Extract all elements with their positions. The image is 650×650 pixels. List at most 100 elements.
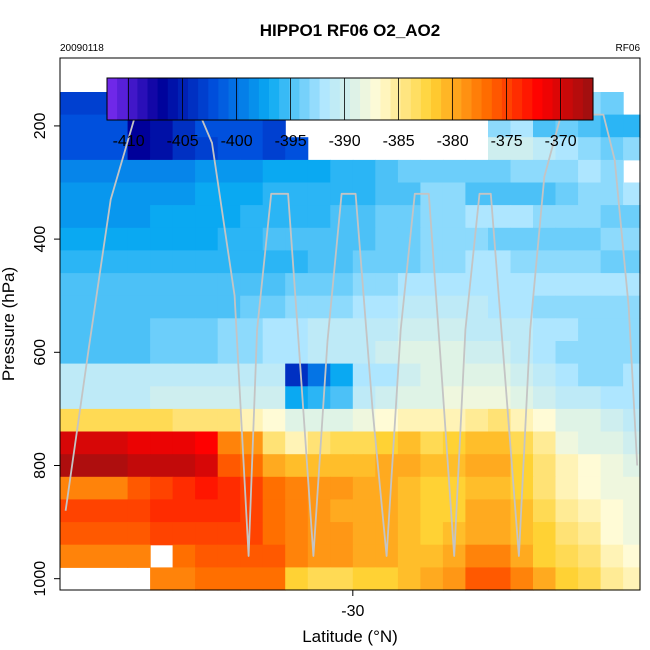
heatmap-cell <box>195 318 219 342</box>
colorbar-swatch <box>350 78 361 120</box>
heatmap-cell <box>488 476 512 500</box>
heatmap-cell <box>488 250 512 274</box>
heatmap-cell <box>352 567 376 591</box>
colorbar-swatch <box>147 78 159 120</box>
heatmap-cell <box>578 386 602 410</box>
heatmap-cell <box>262 250 286 274</box>
heatmap-cell <box>510 137 534 161</box>
heatmap-cell <box>330 386 354 410</box>
heatmap-cell <box>285 408 309 433</box>
heatmap-cell <box>488 273 512 297</box>
heatmap-cell <box>420 408 444 433</box>
heatmap-cell <box>217 295 241 319</box>
heatmap-cell <box>307 227 331 251</box>
heatmap-cell <box>510 363 534 387</box>
heatmap-cell <box>465 182 489 206</box>
colorbar-tick-label: -380 <box>437 133 469 150</box>
heatmap-cell <box>510 295 534 319</box>
heatmap-cell <box>375 363 399 387</box>
colorbar-swatch <box>319 78 331 120</box>
heatmap-cell <box>307 273 331 297</box>
heatmap-cell <box>420 544 444 568</box>
plot-frame <box>59 57 641 591</box>
heatmap-cell <box>60 137 129 161</box>
colorbar-swatch <box>117 78 128 120</box>
heatmap-cell <box>510 408 534 433</box>
heatmap-cell <box>60 522 129 546</box>
heatmap-cell <box>578 408 602 433</box>
heatmap-cell <box>352 386 376 410</box>
heatmap-cell <box>623 227 641 251</box>
heatmap-cell <box>397 544 421 568</box>
heatmap-cell <box>352 476 376 500</box>
heatmap-cell <box>442 227 466 251</box>
heatmap-cell <box>555 567 579 591</box>
heatmap-cell <box>240 250 264 274</box>
heatmap-cell <box>623 499 641 523</box>
heatmap-cell <box>600 205 624 229</box>
heatmap-cell <box>600 544 624 568</box>
colorbar-swatch <box>572 78 584 120</box>
heatmap-cell <box>397 273 421 297</box>
heatmap-cell <box>60 363 129 387</box>
heatmap-cell <box>262 341 286 365</box>
heatmap-cell <box>555 386 579 410</box>
heatmap-cell <box>397 205 421 229</box>
y-tick-label: 200 <box>32 112 49 139</box>
heatmap-cell <box>420 273 444 297</box>
heatmap-cell <box>352 454 376 478</box>
heatmap-cell <box>150 522 174 546</box>
heatmap-cell <box>555 454 579 478</box>
heatmap-cell <box>127 182 151 206</box>
y-tick-label: 800 <box>32 452 49 479</box>
heatmap-cell <box>307 205 331 229</box>
heatmap-cell <box>533 386 557 410</box>
heatmap-cell <box>375 182 399 206</box>
heatmap-cell <box>600 114 624 138</box>
heatmap-cell <box>600 408 624 433</box>
heatmap-cell <box>285 476 309 500</box>
heatmap-cell <box>330 205 354 229</box>
heatmap-cell <box>195 273 219 297</box>
heatmap-cell <box>600 159 624 184</box>
heatmap-cell <box>195 454 219 478</box>
heatmap-cell <box>375 567 399 591</box>
heatmap-cell <box>375 318 399 342</box>
heatmap-cell <box>420 567 444 591</box>
heatmap-cell <box>307 386 331 410</box>
y-axis-label: Pressure (hPa) <box>0 267 18 381</box>
heatmap-cell <box>555 295 579 319</box>
heatmap-cell <box>307 295 331 319</box>
heatmap-cell <box>488 544 512 568</box>
heatmap-cell <box>600 182 624 206</box>
heatmap-cell <box>465 522 489 546</box>
heatmap-cell <box>533 408 557 433</box>
flight-track <box>64 102 639 557</box>
heatmap-cell <box>375 295 399 319</box>
heatmap-cell <box>307 544 331 568</box>
heatmap-cell <box>60 454 129 478</box>
heatmap-cell <box>510 454 534 478</box>
heatmap-cell <box>195 159 219 184</box>
heatmap-cell <box>217 567 241 591</box>
colorbar-swatch <box>501 78 513 120</box>
heatmap-cell <box>150 567 174 591</box>
heatmap-cell <box>127 522 151 546</box>
heatmap-cell <box>240 205 264 229</box>
heatmap-cell <box>285 499 309 523</box>
heatmap-cell <box>555 544 579 568</box>
heatmap-cell <box>60 273 129 297</box>
colorbar-swatch <box>279 78 290 120</box>
colorbar-tick-label: -375 <box>491 133 523 150</box>
heatmap-cell <box>262 386 286 410</box>
heatmap-cell <box>127 295 151 319</box>
colorbar-swatch <box>248 78 260 120</box>
heatmap-cell <box>60 476 129 500</box>
heatmap-cell <box>127 499 151 523</box>
x-tick-label: -30 <box>341 603 364 620</box>
heatmap-cell <box>60 431 129 455</box>
heatmap-cell <box>510 567 534 591</box>
heatmap-cell <box>240 363 264 387</box>
heatmap-cell <box>262 295 286 319</box>
colorbar-swatch <box>309 78 321 120</box>
